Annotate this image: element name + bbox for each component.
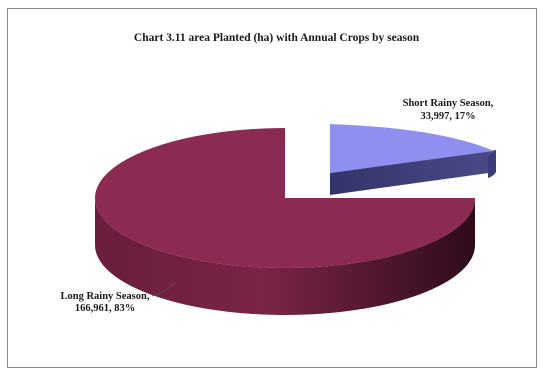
slice-long-rainy-top — [95, 128, 475, 268]
slice-long-rainy-season — [95, 128, 475, 315]
slice-short-rainy-season — [330, 124, 496, 195]
slice-short-rainy-side — [330, 150, 496, 195]
slice-long-rainy-side — [95, 198, 475, 315]
label-long-rainy-line1: Long Rainy Season, — [61, 291, 150, 302]
slice-short-rainy-top — [330, 124, 494, 173]
leader-line-long-rainy — [151, 281, 177, 297]
label-short-rainy-line1: Short Rainy Season, — [403, 98, 494, 109]
slice-short-rainy-side-outer — [488, 150, 496, 178]
label-short-rainy-line2: 33,997, 17% — [420, 111, 475, 122]
label-long-rainy-line2: 166,961, 83% — [75, 303, 135, 314]
chart-title: Chart 3.11 area Planted (ha) with Annual… — [133, 32, 420, 44]
